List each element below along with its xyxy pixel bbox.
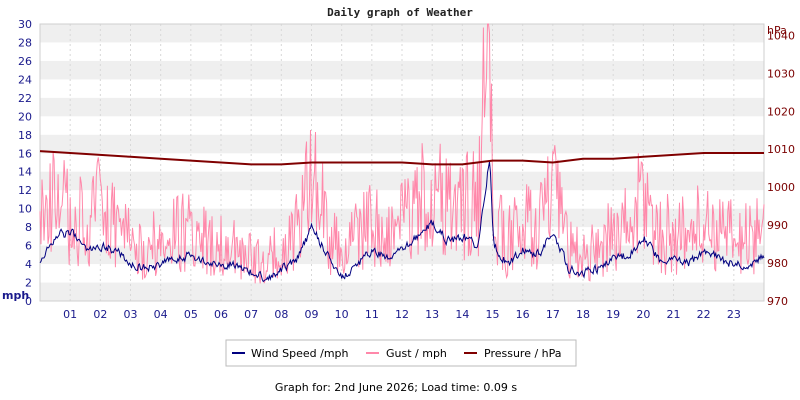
x-tick-label: 20: [636, 308, 650, 321]
x-tick-label: 01: [63, 308, 77, 321]
legend-label-pressure: Pressure / hPa: [484, 347, 562, 360]
right-tick-label: 970: [767, 295, 788, 308]
left-tick-label: 8: [25, 221, 32, 234]
x-tick-label: 12: [395, 308, 409, 321]
x-tick-label: 23: [727, 308, 741, 321]
x-tick-label: 15: [486, 308, 500, 321]
x-tick-label: 10: [335, 308, 349, 321]
x-tick-label: 16: [516, 308, 530, 321]
x-tick-label: 14: [455, 308, 469, 321]
left-tick-label: 24: [18, 73, 32, 86]
left-axis-unit: mph: [2, 289, 29, 302]
right-tick-label: 1030: [767, 67, 795, 80]
left-tick-label: 20: [18, 110, 32, 123]
right-tick-label: 1010: [767, 143, 795, 156]
x-tick-label: 21: [667, 308, 681, 321]
left-tick-label: 10: [18, 203, 32, 216]
left-tick-label: 26: [18, 55, 32, 68]
left-tick-label: 16: [18, 147, 32, 160]
right-tick-label: 1020: [767, 105, 795, 118]
right-axis-unit: hPa: [767, 24, 787, 37]
left-tick-label: 18: [18, 129, 32, 142]
x-tick-label: 05: [184, 308, 198, 321]
legend: Wind Speed /mph Gust / mph Pressure / hP…: [225, 339, 577, 367]
x-axis-ticks: 01 02 03 04 05 06 07 08 09 10 11 12 13 14 15 16 17 18 19 20…: [63, 308, 741, 321]
series-pressure-line: [39, 150, 764, 166]
x-tick-label: 17: [546, 308, 560, 321]
x-tick-label: 11: [365, 308, 379, 321]
series-layer: [39, 23, 765, 284]
left-tick-label: 30: [18, 18, 32, 31]
left-tick-label: 28: [18, 36, 32, 49]
x-tick-label: 19: [606, 308, 620, 321]
grid-band: [40, 97, 764, 117]
x-tick-label: 18: [576, 308, 590, 321]
right-tick-label: 1040: [767, 29, 795, 42]
right-tick-label: 990: [767, 219, 788, 232]
x-tick-label: 04: [154, 308, 168, 321]
left-tick-label: 4: [25, 258, 32, 271]
left-tick-label: 14: [18, 166, 32, 179]
graph-footer: Graph for: 2nd June 2026; Load time: 0.0…: [275, 381, 517, 394]
x-tick-label: 02: [93, 308, 107, 321]
x-tick-label: 06: [214, 308, 228, 321]
left-tick-label: 0: [25, 295, 32, 308]
left-tick-label: 2: [25, 277, 32, 290]
right-tick-label: 1000: [767, 181, 795, 194]
x-tick-label: 07: [244, 308, 258, 321]
series-gust-line: [39, 23, 765, 284]
x-tick-label: 13: [425, 308, 439, 321]
right-tick-label: 980: [767, 257, 788, 270]
x-tick-label: 22: [697, 308, 711, 321]
legend-label-wind: Wind Speed /mph: [251, 347, 349, 360]
x-tick-label: 09: [305, 308, 319, 321]
x-tick-label: 03: [124, 308, 138, 321]
legend-label-gust: Gust / mph: [386, 347, 447, 360]
grid-band: [40, 282, 764, 301]
right-axis-ticks: 970 980 990 1000 1010 1020 1030 1040: [767, 29, 795, 308]
series-wind-speed-line: [39, 161, 765, 283]
left-tick-label: 22: [18, 92, 32, 105]
plot-frame: [39, 23, 765, 302]
left-tick-label: 6: [25, 240, 32, 253]
chart-title: Daily graph of Weather: [327, 6, 473, 19]
left-tick-label: 12: [18, 184, 32, 197]
x-tick-label: 08: [274, 308, 288, 321]
grid-band: [40, 24, 764, 43]
legend-box: [225, 339, 577, 367]
